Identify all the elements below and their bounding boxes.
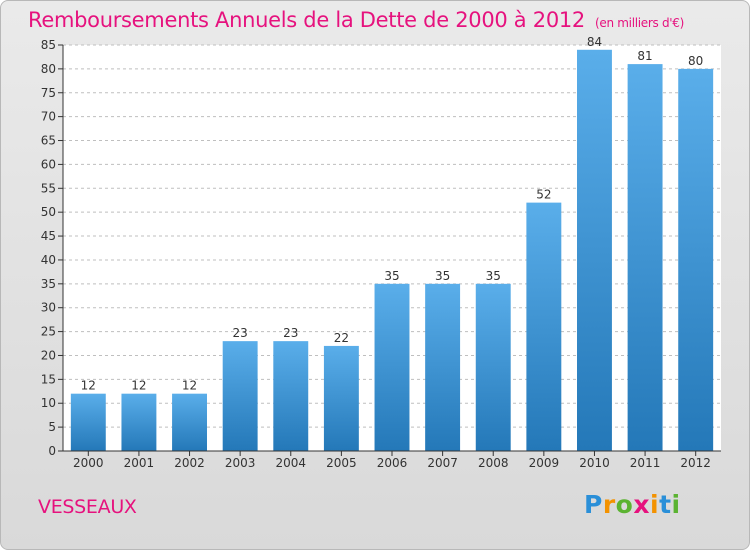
bar [576, 49, 612, 452]
y-tick-label: 45 [41, 229, 56, 243]
x-tick-label: 2002 [174, 456, 205, 470]
y-tick-label: 65 [41, 134, 56, 148]
bar [121, 393, 157, 451]
bar-value-label: 35 [384, 269, 399, 283]
bar-value-label: 12 [182, 379, 197, 393]
y-tick-label: 10 [41, 396, 56, 410]
bar-value-label: 12 [81, 379, 96, 393]
x-tick-label: 2000 [73, 456, 104, 470]
y-tick-label: 40 [41, 253, 56, 267]
chart-title: Remboursements Annuels de la Dette de 20… [28, 8, 684, 32]
x-tick-label: 2003 [225, 456, 256, 470]
x-tick-label: 2007 [427, 456, 458, 470]
x-tick-label: 2006 [377, 456, 408, 470]
bar [678, 68, 714, 451]
logo-letter: P [584, 490, 603, 519]
x-tick-label: 2008 [478, 456, 509, 470]
y-tick-label: 0 [48, 444, 56, 458]
bar-value-label: 12 [131, 379, 146, 393]
bar [526, 202, 562, 451]
x-tick-label: 2011 [630, 456, 661, 470]
logo-letter: i [650, 490, 660, 519]
y-tick-label: 25 [41, 325, 56, 339]
y-tick-label: 55 [41, 181, 56, 195]
chart-title-text: Remboursements Annuels de la Dette de 20… [28, 8, 585, 32]
bar [222, 341, 258, 451]
bar [172, 393, 208, 451]
logo-letter: x [633, 490, 650, 519]
bar [425, 283, 461, 451]
chart-subtitle: (en milliers d'€) [595, 16, 685, 30]
bar [70, 393, 106, 451]
bar-value-label: 52 [536, 188, 551, 202]
y-tick-label: 70 [41, 110, 56, 124]
logo-letter: r [602, 490, 616, 519]
x-tick-label: 2010 [579, 456, 610, 470]
y-tick-label: 85 [41, 38, 56, 52]
proxiti-logo: Proxiti [584, 490, 681, 519]
bar-value-label: 35 [486, 269, 501, 283]
bar-value-label: 81 [637, 49, 652, 63]
x-tick-label: 2005 [326, 456, 357, 470]
y-tick-label: 20 [41, 348, 56, 362]
y-tick-label: 5 [48, 420, 56, 434]
x-tick-label: 2012 [680, 456, 711, 470]
logo-letter: o [615, 490, 634, 519]
bar [374, 283, 410, 451]
bar-value-label: 35 [435, 269, 450, 283]
bar [323, 345, 359, 451]
y-tick-label: 30 [41, 301, 56, 315]
bar [273, 341, 309, 451]
bar-value-label: 23 [233, 326, 248, 340]
commune-name: VESSEAUX [38, 496, 137, 518]
y-tick-label: 35 [41, 277, 56, 291]
bar-value-label: 80 [688, 54, 703, 68]
bar-value-label: 23 [283, 326, 298, 340]
bar-value-label: 22 [334, 331, 349, 345]
bar [627, 64, 663, 451]
bar-value-label: 84 [587, 35, 602, 49]
y-tick-label: 60 [41, 157, 56, 171]
y-tick-label: 80 [41, 62, 56, 76]
logo-letter: i [671, 490, 681, 519]
y-tick-label: 75 [41, 86, 56, 100]
bar [475, 283, 511, 451]
y-tick-label: 50 [41, 205, 56, 219]
x-tick-label: 2004 [275, 456, 306, 470]
logo-letter: t [659, 490, 672, 519]
y-tick-label: 15 [41, 372, 56, 386]
x-tick-label: 2009 [529, 456, 560, 470]
x-tick-label: 2001 [124, 456, 155, 470]
